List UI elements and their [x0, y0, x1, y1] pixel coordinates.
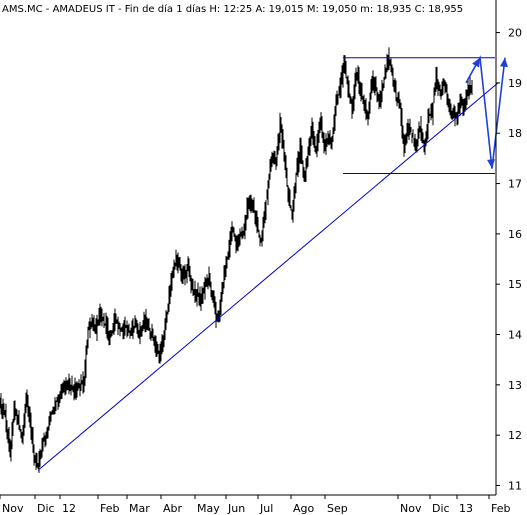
header-title: AMS.MC - AMADEUS IT - Fin de día 1 días …: [2, 3, 463, 15]
y-tick-label: 19: [508, 77, 522, 90]
y-tick-label: 20: [508, 27, 522, 40]
x-tick-label: Feb: [100, 502, 119, 515]
candles-layer: [0, 47, 473, 473]
projection-arrowhead: [487, 159, 496, 169]
x-tick-label: 13: [459, 502, 473, 515]
projection-arrow-path: [465, 55, 506, 169]
projection-arrowhead: [499, 57, 508, 68]
y-tick-label: 16: [508, 228, 522, 241]
projection-arrowhead: [472, 57, 480, 68]
x-tick-label: Abr: [163, 502, 183, 515]
x-tick-label: Nov: [400, 502, 422, 515]
trendline: [37, 82, 499, 471]
x-tick-label: Dic: [37, 502, 55, 515]
x-tick-label: Dic: [432, 502, 450, 515]
x-tick-label: Jun: [227, 502, 245, 515]
x-tick-label: Ago: [293, 502, 315, 515]
x-tick-label: May: [197, 502, 220, 515]
y-tick-label: 17: [508, 178, 522, 191]
x-tick-label: Mar: [129, 502, 150, 515]
annotations-layer: [37, 55, 508, 471]
y-tick-label: 12: [508, 429, 522, 442]
y-tick-label: 13: [508, 379, 522, 392]
y-tick-label: 15: [508, 278, 522, 291]
x-tick-label: Jul: [259, 502, 273, 515]
x-tick-label: Sep: [327, 502, 348, 515]
y-tick-label: 11: [508, 479, 522, 492]
y-tick-label: 14: [508, 329, 522, 342]
y-tick-label: 18: [508, 127, 522, 140]
x-tick-label: Nov: [2, 502, 24, 515]
x-tick-label: 12: [62, 502, 76, 515]
x-tick-label: Feb: [491, 502, 510, 515]
